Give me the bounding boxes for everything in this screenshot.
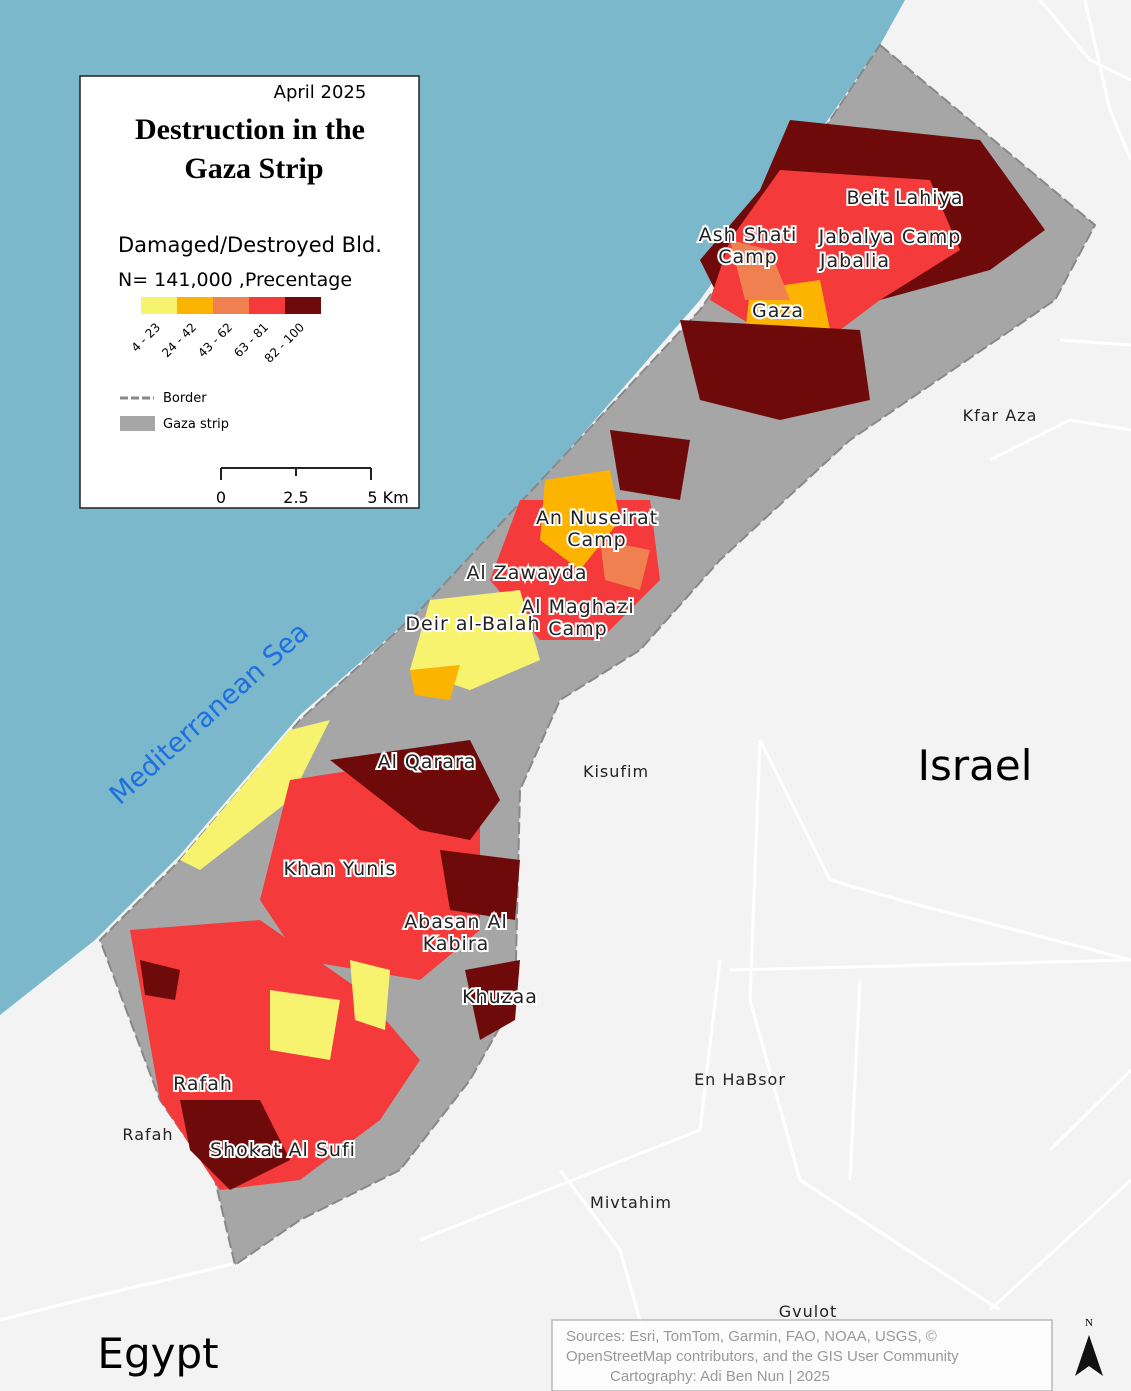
place-label: Al Zawayda: [466, 562, 587, 584]
sources-line: OpenStreetMap contributors, and the GIS …: [566, 1348, 959, 1365]
north-arrow: [1075, 1335, 1103, 1376]
place-label: Beit Lahiya: [847, 187, 964, 209]
map-title: Gaza Strip: [184, 152, 323, 185]
map-date: April 2025: [274, 82, 367, 103]
place-label: Camp: [718, 246, 777, 268]
legend-swatch: [177, 297, 213, 314]
place-label: Kabira: [423, 933, 490, 955]
place-label: Al Qarara: [378, 751, 477, 773]
legend-swatch: [285, 297, 321, 314]
place-label: Mivtahim: [590, 1193, 672, 1212]
place-label: Rafah: [173, 1073, 233, 1095]
legend-swatch: [141, 297, 177, 314]
place-label: Jabalia: [819, 250, 890, 272]
place-label: Kisufim: [583, 762, 649, 781]
country-label: Egypt: [97, 1329, 218, 1378]
scale-label: 0: [216, 488, 226, 507]
place-label: Shokat Al Sufi: [210, 1139, 356, 1161]
place-label: En HaBsor: [694, 1070, 786, 1089]
sources-box: [551, 1319, 1053, 1391]
north-label: N: [1085, 1317, 1093, 1329]
place-label: Camp: [548, 618, 607, 640]
place-label: Rafah: [122, 1125, 173, 1144]
damage-zones: [130, 120, 1045, 1190]
place-label: Khan Yunis: [284, 858, 397, 880]
border-label: Border: [163, 391, 207, 406]
strip-swatch: [120, 416, 155, 431]
legend-swatch: [249, 297, 285, 314]
place-label: Gaza: [752, 300, 804, 322]
legend-note: N= 141,000 ,Precentage: [118, 269, 352, 291]
place-label: Khuzaa: [462, 986, 538, 1008]
place-label: Camp: [567, 529, 626, 551]
place-label: Al Maghazi: [521, 596, 634, 618]
country-label: Israel: [918, 741, 1033, 790]
place-label: Deir al-Balah: [405, 613, 540, 635]
sources-line: Sources: Esri, TomTom, Garmin, FAO, NOAA…: [566, 1328, 937, 1345]
legend-box: [79, 75, 420, 509]
place-label: Jabalya Camp: [818, 226, 962, 248]
legend-swatch: [213, 297, 249, 314]
sources-line: Cartography: Adi Ben Nun | 2025: [610, 1368, 830, 1385]
place-label: Gvulot: [779, 1302, 838, 1321]
legend-subtitle: Damaged/Destroyed Bld.: [118, 233, 382, 257]
place-label: Ash Shati: [699, 224, 797, 246]
scale-label: 2.5: [283, 488, 308, 507]
place-label: Abasan Al: [404, 911, 508, 933]
place-label: Kfar Aza: [963, 406, 1038, 425]
scale-bar: [220, 467, 372, 480]
strip-label: Gaza strip: [163, 417, 229, 432]
map-title: Destruction in the: [135, 113, 365, 146]
place-label: An Nuseirat: [536, 507, 658, 529]
scale-label: 5 Km: [367, 488, 408, 507]
